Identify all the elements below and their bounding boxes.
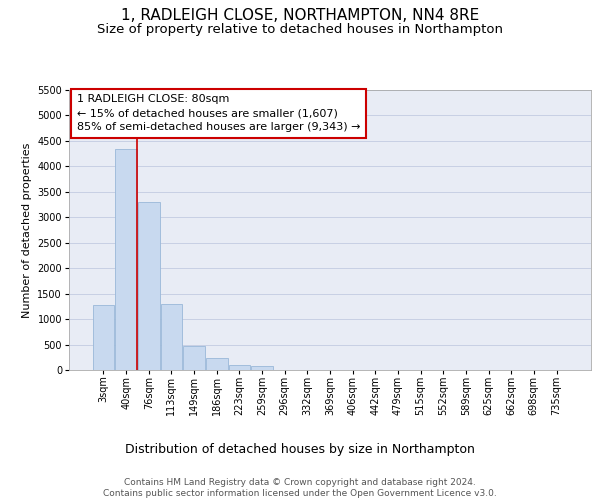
Bar xyxy=(138,202,160,370)
Bar xyxy=(251,366,273,370)
Bar xyxy=(115,148,137,370)
Text: Distribution of detached houses by size in Northampton: Distribution of detached houses by size … xyxy=(125,442,475,456)
Bar xyxy=(93,306,114,370)
Bar xyxy=(161,304,182,370)
Text: Size of property relative to detached houses in Northampton: Size of property relative to detached ho… xyxy=(97,22,503,36)
Text: 1, RADLEIGH CLOSE, NORTHAMPTON, NN4 8RE: 1, RADLEIGH CLOSE, NORTHAMPTON, NN4 8RE xyxy=(121,8,479,22)
Bar xyxy=(229,365,250,370)
Bar xyxy=(184,346,205,370)
Text: Contains HM Land Registry data © Crown copyright and database right 2024.
Contai: Contains HM Land Registry data © Crown c… xyxy=(103,478,497,498)
Y-axis label: Number of detached properties: Number of detached properties xyxy=(22,142,32,318)
Text: 1 RADLEIGH CLOSE: 80sqm
← 15% of detached houses are smaller (1,607)
85% of semi: 1 RADLEIGH CLOSE: 80sqm ← 15% of detache… xyxy=(77,94,361,132)
Bar xyxy=(206,358,227,370)
